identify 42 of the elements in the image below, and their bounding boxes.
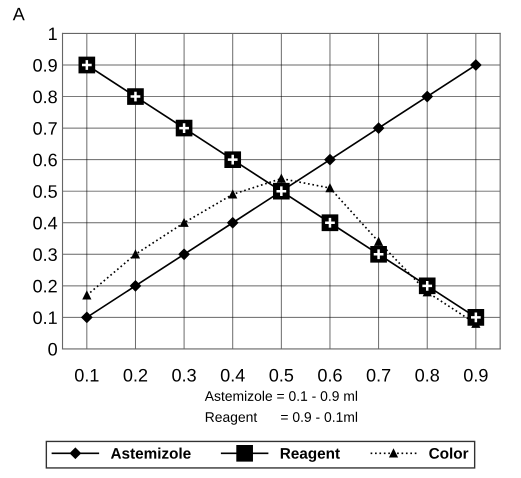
point [227, 217, 238, 228]
point [326, 184, 334, 192]
point [324, 154, 336, 166]
x-tick-label: 0.1 [74, 368, 99, 382]
point [81, 312, 92, 323]
y-tick-label: 0.6 [33, 154, 57, 166]
point [277, 174, 286, 183]
y-tick-label: 0.2 [33, 280, 57, 293]
x-tick-label: 0.2 [124, 368, 148, 382]
point [78, 56, 96, 74]
point [372, 122, 384, 134]
y-tick-label: 0.7 [33, 122, 57, 135]
point [228, 190, 237, 199]
point [130, 280, 142, 292]
point [374, 238, 383, 246]
point [470, 59, 482, 71]
legend-label: Astemizole [110, 448, 191, 459]
y-tick-label: 0.3 [33, 248, 57, 262]
y-tick-label: 0.8 [33, 90, 57, 104]
point [180, 218, 188, 227]
x-tick-label: 0.5 [269, 368, 294, 382]
legend-label: Reagent [280, 448, 340, 462]
y-tick-label: 1 [48, 28, 57, 40]
y-axis-title: A [12, 8, 25, 20]
x-axis-title: Astemizole = 0.1 - 0.9 ml Reagent = 0.9 - 0.1ml [204, 390, 358, 425]
y-tick-label: 0.1 [33, 311, 57, 324]
point [322, 214, 338, 232]
x-tick-label: 0.3 [172, 368, 196, 382]
y-tick-label: 0.5 [33, 185, 57, 198]
y-tick-label: 0.4 [33, 216, 58, 230]
x-tick-label: 0.8 [415, 368, 439, 382]
y-tick-label: 0.9 [33, 58, 57, 72]
point [178, 248, 190, 260]
x-tick-label: 0.6 [318, 368, 342, 382]
x-tick-label: 0.7 [366, 368, 390, 382]
point [82, 291, 91, 300]
x-tick-label: 0.9 [464, 368, 488, 382]
y-tick-label: 0 [48, 342, 57, 356]
point [422, 90, 433, 102]
x-tick-label: 0.4 [220, 368, 245, 382]
legend-label: Color [429, 448, 468, 459]
point [131, 250, 140, 258]
